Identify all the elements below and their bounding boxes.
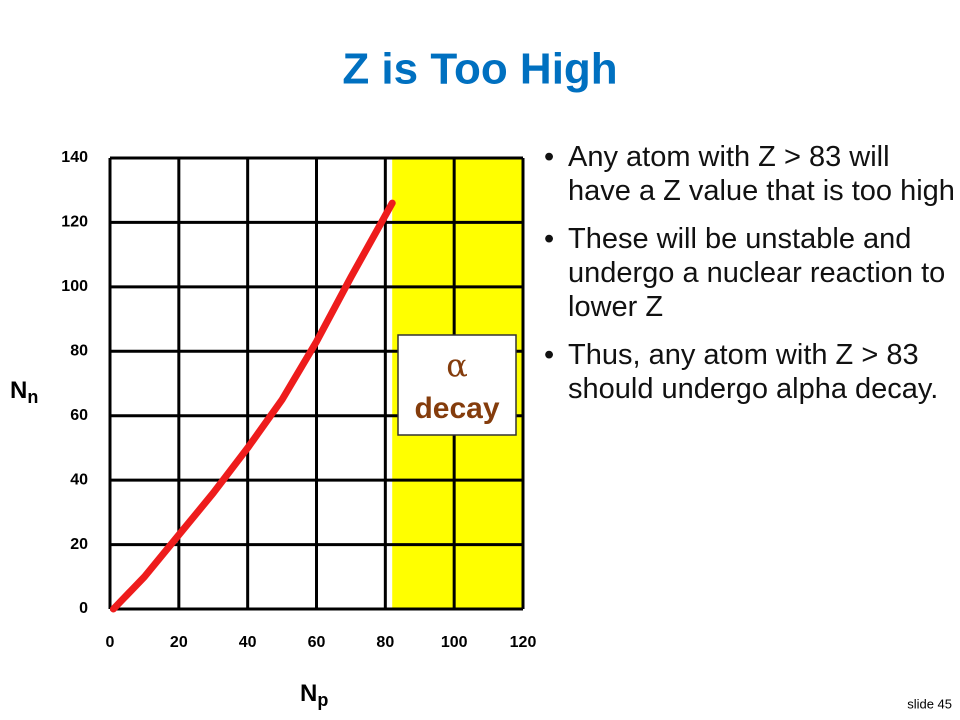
slide-title: Z is Too High bbox=[342, 45, 617, 94]
footer: slide 45 bbox=[907, 696, 952, 711]
x-label-main: N bbox=[300, 680, 317, 707]
x-tick-label: 120 bbox=[510, 634, 537, 651]
bullet: Any atom with Z > 83 will have a Z value… bbox=[540, 140, 955, 208]
x-tick-label: 80 bbox=[376, 634, 394, 651]
curve bbox=[109, 199, 396, 613]
y-label-sub: n bbox=[27, 387, 38, 407]
y-axis-label: Nn bbox=[10, 377, 38, 406]
annotation-text: decay bbox=[414, 392, 499, 425]
x-axis-label: Np bbox=[300, 680, 328, 709]
bullet: Thus, any atom with Z > 83 should underg… bbox=[540, 338, 955, 406]
y-tick-label: 0 bbox=[79, 600, 88, 617]
y-tick-label: 140 bbox=[61, 149, 88, 166]
y-tick-label: 100 bbox=[61, 278, 88, 295]
annotation-symbol: α bbox=[446, 347, 468, 385]
y-label-main: N bbox=[10, 377, 27, 404]
bullet: These will be unstable and undergo a nuc… bbox=[540, 222, 955, 324]
x-tick-label: 60 bbox=[308, 634, 326, 651]
y-tick-label: 40 bbox=[70, 471, 88, 488]
x-tick-label: 0 bbox=[106, 634, 115, 651]
bullet-list: Any atom with Z > 83 will have a Z value… bbox=[540, 140, 955, 420]
y-tick-label: 120 bbox=[61, 214, 88, 231]
x-tick-label: 40 bbox=[239, 634, 257, 651]
y-tick-label: 20 bbox=[70, 536, 88, 553]
y-tick-label: 80 bbox=[70, 343, 88, 360]
annotation-box bbox=[397, 334, 517, 436]
x-label-sub: p bbox=[317, 690, 328, 710]
x-tick-label: 100 bbox=[441, 634, 468, 651]
x-tick-label: 20 bbox=[170, 634, 188, 651]
y-tick-label: 60 bbox=[70, 407, 88, 424]
